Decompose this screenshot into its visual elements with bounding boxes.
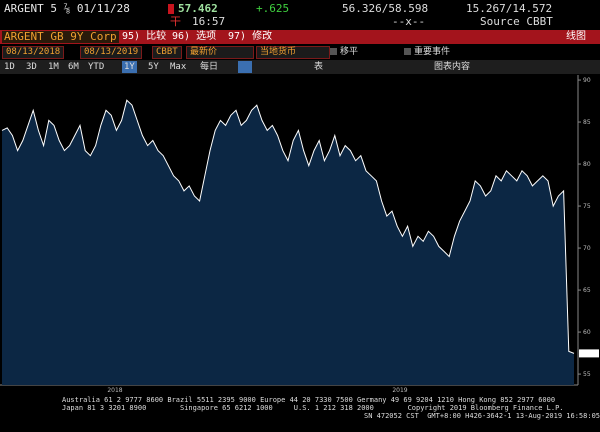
y-tick-label: 80 — [583, 161, 591, 168]
checkbox[interactable] — [404, 48, 411, 55]
end-date[interactable]: 08/13/2019 — [80, 46, 143, 59]
y-tick-label: 60 — [583, 329, 591, 336]
y-tick-label: 85 — [583, 119, 591, 126]
price-line — [1, 99, 575, 354]
time-icon: 干 — [170, 15, 181, 28]
y-tick-label: 65 — [583, 287, 591, 294]
period-button[interactable]: 1M — [48, 62, 59, 72]
frequency[interactable]: 每日 — [200, 62, 219, 72]
footer-line: Japan 81 3 3201 8900 Singapore 65 6212 1… — [62, 404, 564, 412]
y-tick-label: 55 — [583, 371, 591, 378]
toolbar — [0, 30, 600, 44]
security: ARGENT 5 ⅞ 01/11/28 — [4, 2, 130, 15]
view-label: 线图 — [566, 31, 586, 42]
year-label: 2018 — [107, 387, 122, 394]
last-price-tag — [579, 349, 599, 358]
period-button[interactable]: 6M — [68, 62, 79, 72]
y-tick-label: 90 — [583, 77, 591, 84]
line-icon[interactable] — [238, 61, 252, 73]
period-button[interactable]: 5Y — [148, 62, 159, 72]
period-bar — [0, 60, 600, 74]
footer-line: SN 472052 CST GMT+8:00 H426-3642-1 13-Au… — [364, 412, 600, 420]
period-button[interactable]: Max — [170, 62, 187, 72]
field[interactable]: 最新价 — [186, 46, 254, 59]
size: --x-- — [392, 15, 426, 28]
option[interactable]: 移平 — [340, 47, 359, 57]
area-fill — [2, 100, 574, 385]
toolbar-button[interactable]: 97) 修改 — [228, 31, 273, 42]
period-button[interactable]: 1D — [4, 62, 15, 72]
y-tick-label: 70 — [583, 245, 591, 252]
checkbox[interactable] — [330, 48, 337, 55]
period-button[interactable]: 3D — [26, 62, 37, 72]
time: 16:57 — [192, 15, 226, 28]
content-button[interactable]: 图表内容 — [434, 62, 471, 72]
table-button[interactable]: 表 — [314, 62, 324, 72]
option[interactable]: 重要事件 — [414, 47, 451, 57]
toolbar-button[interactable]: 96) 选项 — [172, 31, 217, 42]
footer-line: Australia 61 2 9777 8600 Brazil 5511 239… — [62, 396, 556, 404]
yields: 15.267/14.572 — [466, 2, 553, 15]
price: 57.462 — [178, 2, 218, 15]
period-button[interactable]: YTD — [88, 62, 105, 72]
pricing-source[interactable]: CBBT — [152, 46, 182, 59]
start-date[interactable]: 08/13/2018 — [2, 46, 65, 59]
source: Source CBBT — [480, 15, 553, 28]
period-button[interactable]: 1Y — [122, 61, 137, 73]
currency[interactable]: 当地货币 — [256, 46, 330, 59]
year-label: 2019 — [392, 387, 407, 394]
down-marker — [168, 4, 174, 14]
change: +.625 — [256, 2, 290, 15]
bid-ask: 56.326/58.598 — [342, 2, 429, 15]
y-tick-label: 75 — [583, 203, 591, 210]
toolbar-button[interactable]: 95) 比较 — [122, 31, 167, 42]
ticker[interactable]: ARGENT GB 9Y Corp — [2, 30, 119, 43]
